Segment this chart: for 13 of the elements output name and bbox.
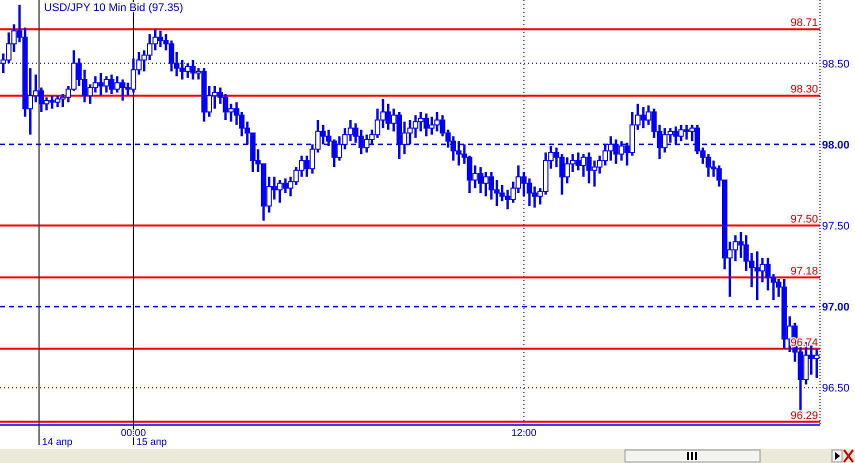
y-tick-label: 96.50 — [822, 382, 850, 395]
ref-line-label: 97.18 — [790, 265, 818, 278]
ref-line-label: 98.30 — [790, 84, 818, 96]
y-tick-label: 97.00 — [822, 302, 850, 314]
ref-line-label: 97.50 — [790, 213, 818, 226]
ref-line-label: 96.29 — [790, 410, 818, 422]
y-tick-label: 98.50 — [822, 58, 850, 70]
y-tick-label: 97.50 — [822, 220, 850, 232]
ref-line-label: 14 апр — [42, 437, 73, 448]
ref-line-label: 98.71 — [790, 17, 818, 30]
y-tick-label: 98.00 — [822, 139, 850, 152]
ref-line-label: 15 апр — [136, 437, 168, 448]
x-tick-label: 12:00 — [511, 428, 537, 439]
